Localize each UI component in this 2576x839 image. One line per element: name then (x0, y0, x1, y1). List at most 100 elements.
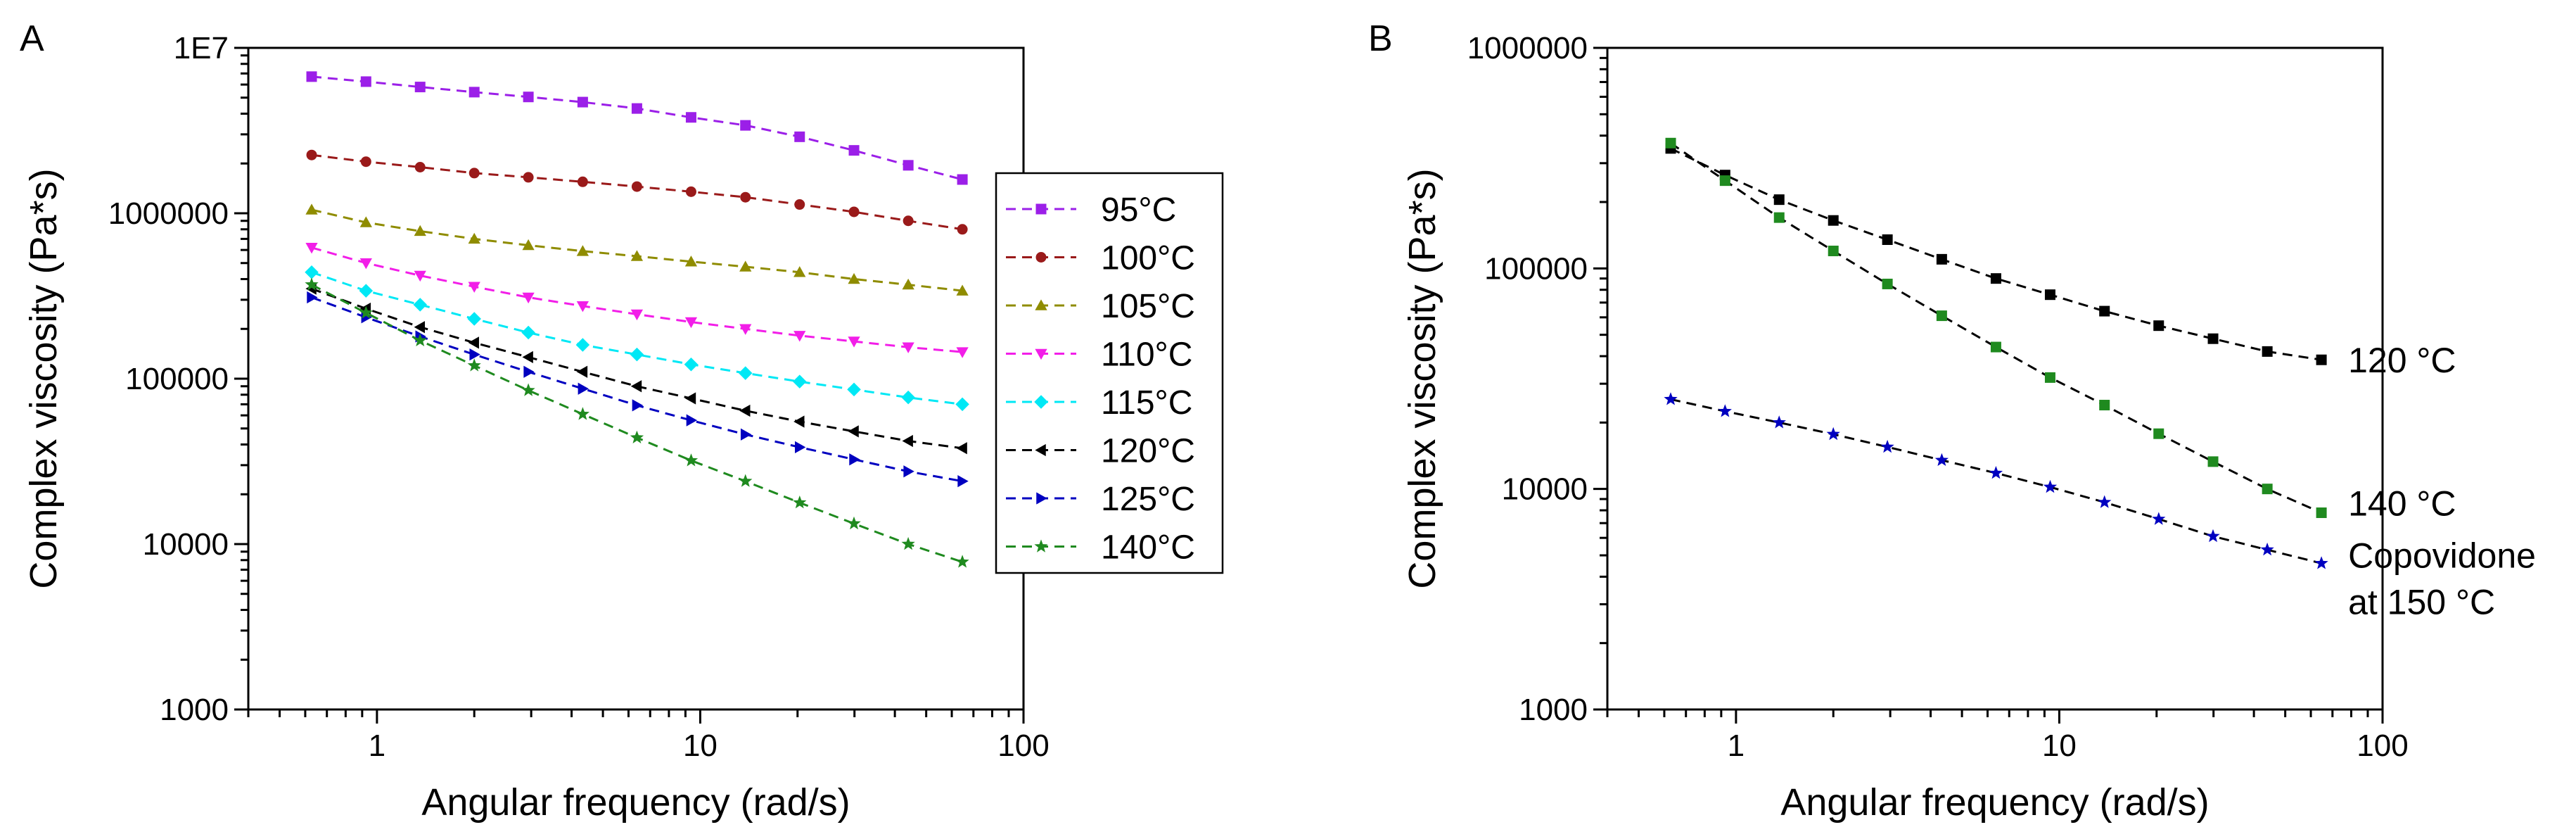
panel-a-data-point (521, 325, 535, 340)
panel-a-data-point (578, 382, 589, 395)
panel-a-data-point (686, 414, 698, 427)
panel-a-data-point (359, 258, 372, 270)
legend-label: 125°C (1101, 481, 1195, 518)
panel-a-series (305, 71, 969, 568)
panel-a-data-point (576, 245, 589, 256)
panel-a-series-line (311, 208, 963, 292)
panel-a-data-point (306, 71, 317, 82)
legend-marker (1034, 539, 1048, 553)
panel-b-annotations: 120 °C 140 °C Copovidone at 150 °C (2348, 341, 2536, 622)
panel-a-data-point (957, 475, 969, 488)
panel-a-x-ticks: 1 10 100 (247, 709, 1050, 763)
panel-b-y-tick-label: 1000000 (1467, 31, 1588, 65)
panel-a-legend-items: 95°C 100°C 105°C 110°C 115°C 120°C 125°C 140°C (1006, 191, 1195, 567)
legend-label: 110°C (1101, 336, 1192, 374)
panel-b-x-axis-title: Angular frequency (rad/s) (1780, 781, 2209, 824)
panel-a-data-point (793, 266, 806, 277)
panel-a-legend-item: 140°C (1006, 529, 1195, 567)
panel-a-series-line (311, 284, 963, 563)
panel-b-data-point (2260, 542, 2274, 556)
panel-a-x-axis-title: Angular frequency (rad/s) (421, 781, 850, 824)
panel-a-data-point (739, 324, 752, 335)
panel-a-data-point (794, 131, 805, 142)
panel-a-data-point (468, 282, 480, 293)
panel-b-data-point (2316, 354, 2327, 365)
panel-b-series-0 (1665, 143, 2327, 365)
panel-b-data-point (2314, 556, 2328, 569)
panel-b-data-point (2316, 507, 2327, 518)
panel-a-data-point (575, 338, 590, 352)
panel-b-data-point (2262, 484, 2273, 495)
panel-b-data-point (1936, 310, 1947, 322)
panel-b-data-point (2262, 346, 2273, 357)
panel-a-data-point (630, 309, 644, 321)
panel-b-data-point (1990, 273, 2001, 284)
panel-b-data-point (2099, 305, 2110, 317)
panel-b-data-point (2207, 333, 2219, 344)
panel-a-data-point (848, 425, 859, 438)
panel-a-data-point (467, 312, 481, 326)
panel-a-data-point (414, 161, 426, 172)
panel-b-data-point (2206, 529, 2220, 543)
panel-a-plot-frame (247, 46, 1025, 711)
panel-b-y-tick-label: 10000 (1502, 472, 1588, 507)
panel-b-data-point (1990, 341, 2001, 353)
panel-a-series-3 (305, 243, 969, 358)
panel-a-data-point (630, 347, 644, 362)
panel-b-data-point (1882, 278, 1893, 289)
panel-b-plot-frame (1606, 46, 2384, 711)
panel-a-data-point (360, 156, 371, 168)
panel-a-y-tick-label: 1000000 (108, 196, 229, 231)
panel-a-x-tick-label: 1 (369, 728, 385, 763)
panel-a-data-point (684, 392, 696, 405)
panel-a-data-point (522, 351, 533, 363)
panel-a-data-point (793, 331, 806, 342)
legend-marker (1036, 492, 1047, 505)
panel-a-legend-item: 100°C (1006, 240, 1195, 277)
panel-a-data-point (793, 496, 807, 509)
panel-a-data-point (740, 120, 751, 131)
panel-a-data-point (413, 333, 427, 346)
panel-b-data-point (1773, 212, 1785, 223)
panel-b-data-point (2044, 289, 2055, 301)
panel-a-data-point (849, 453, 860, 466)
panel-b-data-point (1880, 439, 1894, 453)
panel-b-series (1664, 137, 2328, 569)
legend-marker (1035, 443, 1046, 457)
panel-a-data-point (307, 291, 318, 304)
panel-a-series-line (311, 75, 963, 181)
panel-b-data-point (1989, 466, 2003, 479)
panel-a: A 1 10 100 1000 10000 100000 1000000 1E7 Angul… (20, 18, 1224, 824)
panel-a-data-point (414, 225, 426, 236)
panel-a-data-point (521, 383, 535, 396)
panel-a-data-point (630, 250, 644, 261)
panel-a-data-point (903, 465, 914, 478)
panel-a-data-point (414, 321, 425, 334)
panel-b-y-ticks: 1000 10000 100000 1000000 (1467, 31, 1607, 727)
panel-a-legend-item: 110°C (1006, 336, 1192, 374)
panel-a-data-point (413, 298, 427, 312)
panel-a-data-point (903, 160, 914, 171)
panel-a-y-tick-label: 1E7 (174, 31, 229, 65)
panel-a-data-point (414, 270, 426, 282)
legend-label: 95°C (1101, 191, 1176, 229)
panel-a-data-point (684, 357, 699, 372)
panel-a-data-point (630, 430, 644, 443)
panel-a-y-tick-label: 100000 (125, 362, 229, 396)
panel-b-letter: B (1368, 18, 1393, 59)
panel-a-data-point (848, 336, 860, 348)
panel-a-data-point (468, 168, 480, 179)
panel-a-data-point (793, 415, 805, 428)
panel-a-data-point (523, 365, 535, 378)
panel-b-data-point (2044, 372, 2055, 383)
panel-b-annotation: at 150 °C (2348, 582, 2495, 622)
panel-a-data-point (631, 181, 642, 192)
panel-b-data-point (2207, 456, 2219, 467)
panel-a-data-point (632, 399, 644, 412)
panel-b-x-ticks: 1 10 100 (1606, 709, 2409, 763)
legend-marker (1035, 203, 1047, 215)
panel-a-data-point (684, 317, 698, 329)
panel-a-data-point (847, 382, 861, 397)
panel-a-data-point (957, 224, 968, 235)
